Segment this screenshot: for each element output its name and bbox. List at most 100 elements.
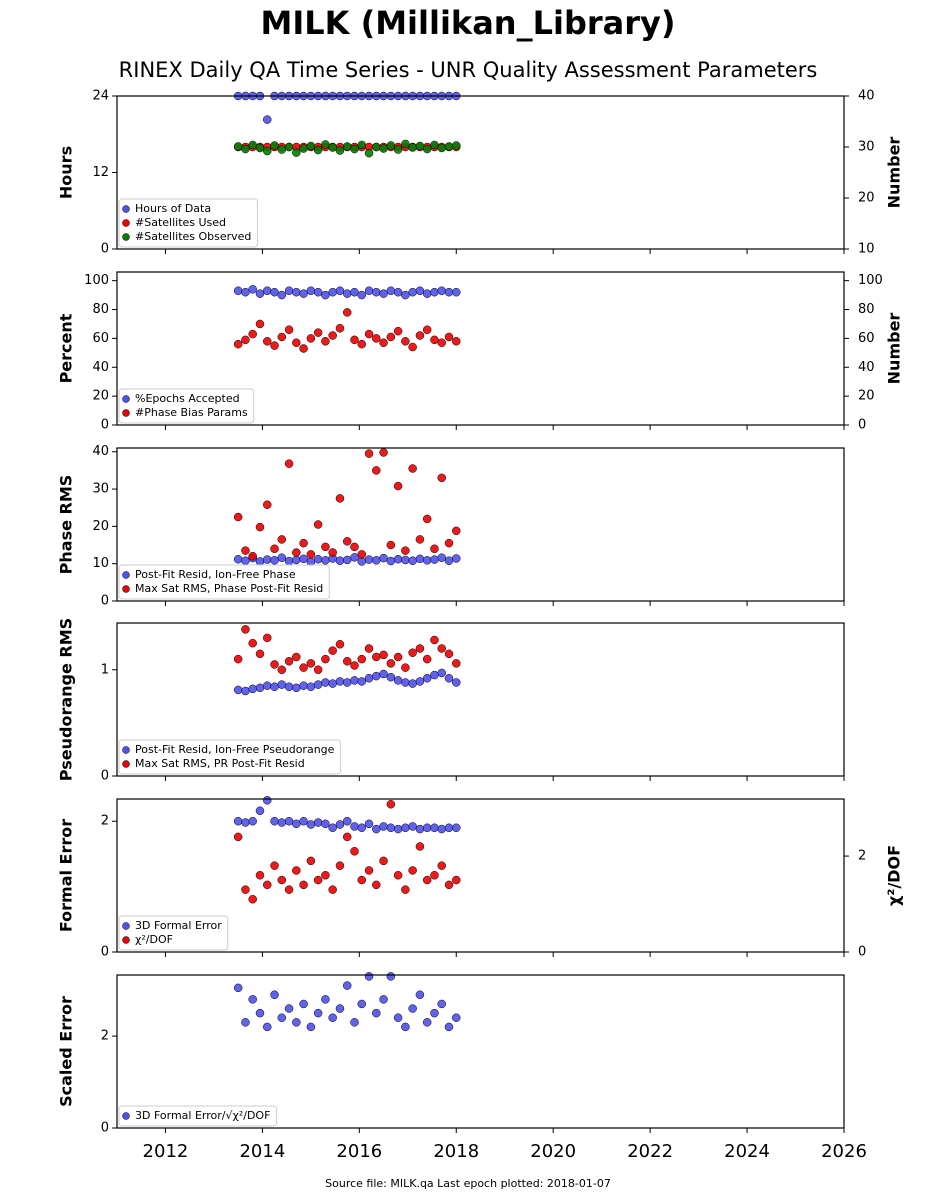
legend-marker [122, 571, 130, 579]
point [248, 894, 257, 904]
point [313, 1008, 323, 1018]
point [255, 649, 265, 659]
point [284, 459, 294, 468]
legend-label: #Satellites Observed [135, 230, 251, 243]
y2-tick-label: 40 [858, 89, 875, 104]
point [422, 1018, 432, 1027]
point [255, 871, 265, 880]
legend-box [118, 1105, 277, 1127]
point [306, 682, 316, 691]
point [357, 677, 367, 686]
point [372, 466, 381, 475]
point [270, 341, 279, 350]
point [241, 818, 250, 827]
point [386, 286, 396, 296]
point [313, 328, 323, 337]
plot-frame [116, 271, 845, 426]
point [270, 556, 279, 565]
plot-frame [116, 447, 845, 602]
point [328, 646, 337, 655]
point [233, 832, 243, 842]
point [321, 556, 330, 565]
point [386, 972, 396, 981]
point [306, 1022, 316, 1032]
point [350, 822, 359, 831]
point [437, 999, 446, 1009]
point [284, 1004, 294, 1013]
point [342, 537, 352, 546]
legend-marker [122, 395, 130, 403]
point [306, 550, 316, 559]
point [299, 289, 308, 298]
point [306, 820, 316, 829]
panel: 0 10 20 30 40 Phase RMS Post-Fit Resid, Ion-Fr… [57, 444, 845, 609]
point [372, 287, 381, 297]
point [299, 880, 308, 890]
y2-tick-label: 2 [858, 849, 866, 864]
point [386, 141, 396, 150]
point [335, 640, 345, 649]
point [335, 494, 345, 503]
point [357, 550, 367, 559]
point [335, 677, 345, 686]
point [364, 674, 374, 683]
point [430, 140, 439, 150]
point [262, 286, 272, 296]
legend-marker [122, 219, 130, 227]
point [255, 289, 265, 298]
point [262, 880, 272, 890]
point [444, 332, 454, 342]
y-tick-label: 60 [92, 331, 109, 346]
point [342, 678, 352, 687]
point [292, 1018, 301, 1027]
point [372, 671, 381, 681]
plot-frame [116, 974, 845, 1129]
point [270, 990, 279, 1000]
point [233, 816, 243, 826]
point [386, 540, 396, 550]
point [415, 824, 425, 834]
point [393, 871, 403, 880]
point [364, 286, 374, 296]
x-tick-label: 2020 [530, 1141, 576, 1162]
point [386, 672, 396, 682]
point [415, 990, 425, 1000]
point [255, 522, 265, 532]
point [444, 538, 454, 548]
point [379, 448, 388, 457]
panel: 0 1 Pseudorange RMS Post-Fit Resid, Ion-Fre… [57, 618, 845, 784]
y-axis-label: Formal Error [57, 819, 76, 932]
y-tick-label: 0 [101, 1121, 109, 1136]
point [415, 286, 425, 296]
point [306, 141, 316, 151]
point [452, 678, 461, 687]
x-tick-label: 2026 [821, 1141, 867, 1162]
point [422, 654, 432, 664]
y-tick-label: 20 [92, 519, 109, 534]
point [241, 686, 250, 696]
point [393, 287, 403, 297]
point [248, 816, 257, 826]
point [328, 679, 337, 688]
legend-label: #Phase Bias Params [135, 406, 248, 419]
legend-label: χ²/DOF [135, 933, 173, 946]
point [422, 325, 432, 334]
point [335, 556, 345, 565]
point [292, 652, 301, 662]
plot-frame [116, 622, 845, 777]
y-tick-label: 24 [92, 89, 109, 104]
point [321, 290, 330, 300]
point [408, 822, 417, 831]
point [342, 142, 352, 151]
point [262, 681, 272, 690]
y-tick-label: 80 [92, 302, 109, 317]
y-tick-label: 12 [92, 165, 109, 180]
point [422, 875, 432, 885]
point [248, 638, 257, 648]
point [255, 557, 265, 566]
y2-tick-label: 20 [858, 191, 875, 206]
y2-tick-label: 20 [858, 389, 875, 404]
point [292, 338, 301, 347]
